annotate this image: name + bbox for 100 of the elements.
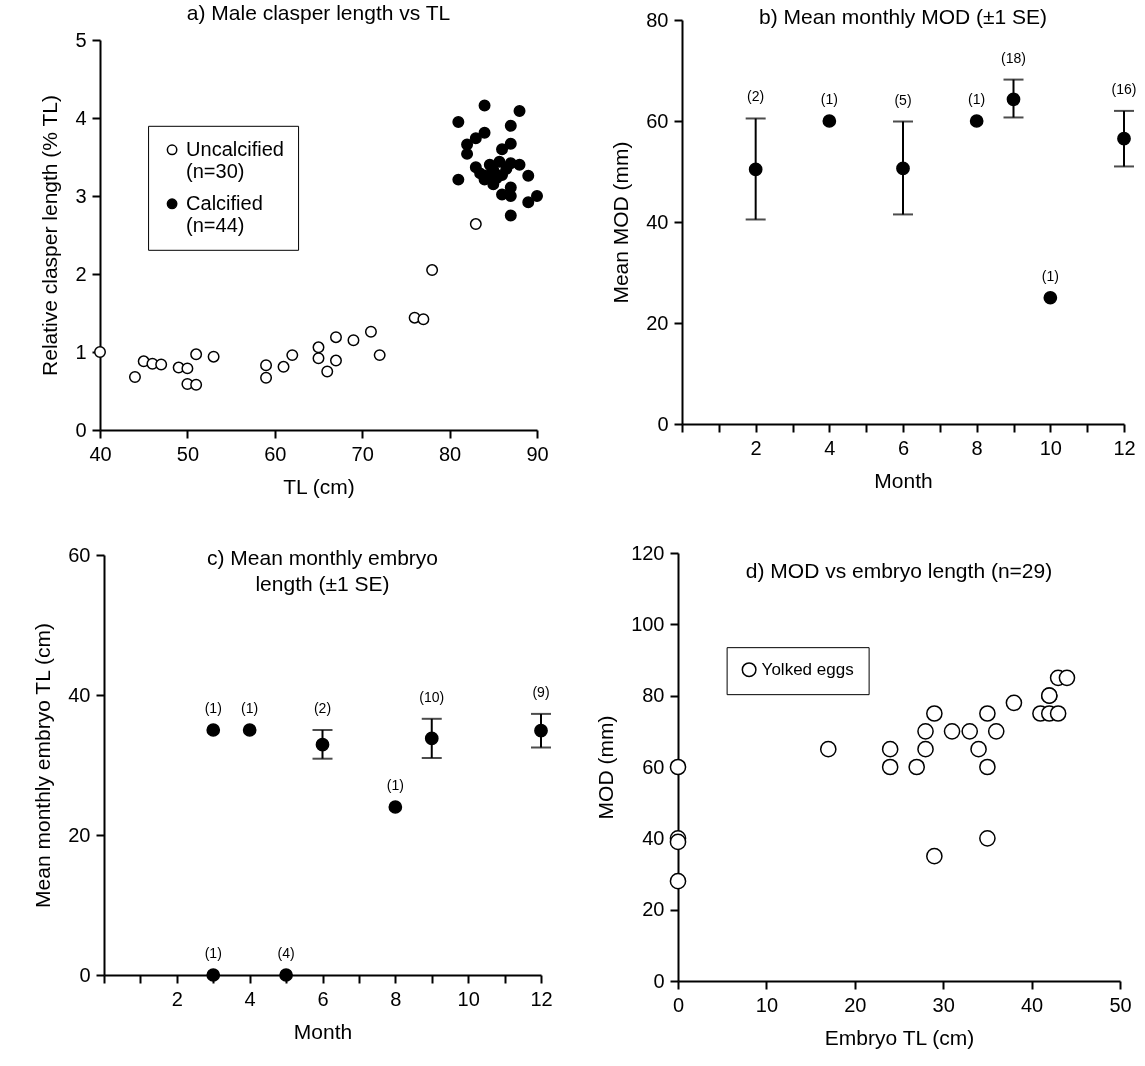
point xyxy=(206,968,221,982)
legend-label: Yolked eggs xyxy=(761,659,854,679)
chart-title: a) Male clasper length vs TL xyxy=(186,1,451,24)
point xyxy=(364,325,377,338)
point xyxy=(424,731,439,746)
y-axis-title: MOD (mm) xyxy=(594,715,618,820)
x-axis-title: Month xyxy=(874,468,933,492)
point xyxy=(452,173,465,186)
x-tick-label: 12 xyxy=(530,987,553,1010)
point xyxy=(1043,290,1058,305)
point xyxy=(970,740,987,758)
x-axis-title: Month xyxy=(293,1019,353,1043)
x-tick-label: 0 xyxy=(672,993,685,1016)
x-tick-label: 10 xyxy=(457,987,480,1010)
point xyxy=(987,723,1005,740)
y-tick-label: 5 xyxy=(75,28,87,51)
y-tick-label: 1 xyxy=(75,340,87,363)
y-tick-label: 40 xyxy=(642,826,665,849)
annotation: (1) xyxy=(968,91,986,107)
x-tick-label: 60 xyxy=(264,442,287,465)
y-tick-label: 80 xyxy=(646,8,669,31)
x-tick-label: 6 xyxy=(317,987,329,1010)
point xyxy=(1006,92,1021,107)
point xyxy=(426,264,439,277)
point xyxy=(347,334,360,347)
y-axis-title: Mean MOD (mm) xyxy=(609,141,633,304)
point xyxy=(522,196,535,209)
point xyxy=(190,348,203,361)
legend-label: Uncalcified (n=30) xyxy=(186,137,284,182)
x-tick-label: 50 xyxy=(176,442,200,465)
annotation: (2) xyxy=(313,700,332,716)
annotation: (1) xyxy=(386,777,404,793)
point xyxy=(260,359,273,372)
point xyxy=(917,740,934,758)
point xyxy=(896,161,910,176)
point xyxy=(881,740,899,758)
y-axis-title: Relative clasper length (% TL) xyxy=(38,95,62,376)
point xyxy=(1049,705,1067,722)
x-tick-label: 70 xyxy=(351,442,374,465)
point xyxy=(190,378,203,391)
chart-title: c) Mean monthly embryo length (±1 SE) xyxy=(206,546,439,595)
y-tick-label: 20 xyxy=(642,898,665,921)
y-tick-label: 3 xyxy=(75,184,87,207)
point xyxy=(315,737,330,752)
annotation: (2) xyxy=(747,88,765,105)
x-tick-label: 50 xyxy=(1109,993,1132,1016)
point xyxy=(669,758,687,776)
y-tick-label: 20 xyxy=(646,311,669,334)
y-tick-label: 0 xyxy=(653,969,665,992)
point xyxy=(312,352,325,365)
point xyxy=(1117,131,1131,146)
point xyxy=(669,872,687,890)
point xyxy=(207,350,220,363)
point xyxy=(504,157,517,170)
point xyxy=(534,723,548,738)
point xyxy=(504,209,517,222)
point xyxy=(496,143,509,156)
x-tick-label: 6 xyxy=(897,436,910,459)
point xyxy=(388,800,403,814)
x-tick-label: 4 xyxy=(824,436,836,459)
x-tick-label: 30 xyxy=(932,993,955,1016)
y-tick-label: 0 xyxy=(75,418,87,441)
point xyxy=(155,358,168,371)
y-tick-label: 20 xyxy=(68,823,91,846)
annotation: (9) xyxy=(532,683,550,700)
point xyxy=(979,705,996,722)
x-tick-label: 20 xyxy=(844,993,867,1016)
point xyxy=(908,758,926,776)
point xyxy=(277,360,290,373)
point xyxy=(669,833,687,851)
point xyxy=(478,99,491,112)
point xyxy=(128,370,141,383)
point xyxy=(181,362,194,375)
point xyxy=(504,119,517,132)
x-tick-label: 80 xyxy=(438,442,462,465)
point xyxy=(504,137,517,150)
point xyxy=(979,758,996,776)
y-tick-label: 4 xyxy=(75,106,87,129)
y-tick-label: 120 xyxy=(631,541,665,564)
y-tick-label: 0 xyxy=(657,412,669,435)
point xyxy=(373,349,386,362)
annotation: (1) xyxy=(241,700,259,716)
y-tick-label: 80 xyxy=(642,684,665,707)
point xyxy=(961,723,979,740)
annotation: (18) xyxy=(1001,49,1026,66)
point xyxy=(469,132,482,145)
x-tick-label: 2 xyxy=(750,436,762,459)
point xyxy=(926,705,943,722)
annotation: (10) xyxy=(419,688,445,705)
point xyxy=(917,723,934,740)
y-tick-label: 60 xyxy=(646,109,669,132)
x-tick-label: 8 xyxy=(971,436,983,459)
x-axis-title: Embryo TL (cm) xyxy=(824,1025,975,1049)
x-tick-label: 10 xyxy=(755,993,779,1016)
point xyxy=(522,169,535,182)
point xyxy=(206,723,221,737)
annotation: (1) xyxy=(204,700,222,716)
point xyxy=(513,105,526,117)
chart-title: d) MOD vs embryo length (n=29) xyxy=(745,559,1053,582)
annotation: (16) xyxy=(1111,80,1137,97)
